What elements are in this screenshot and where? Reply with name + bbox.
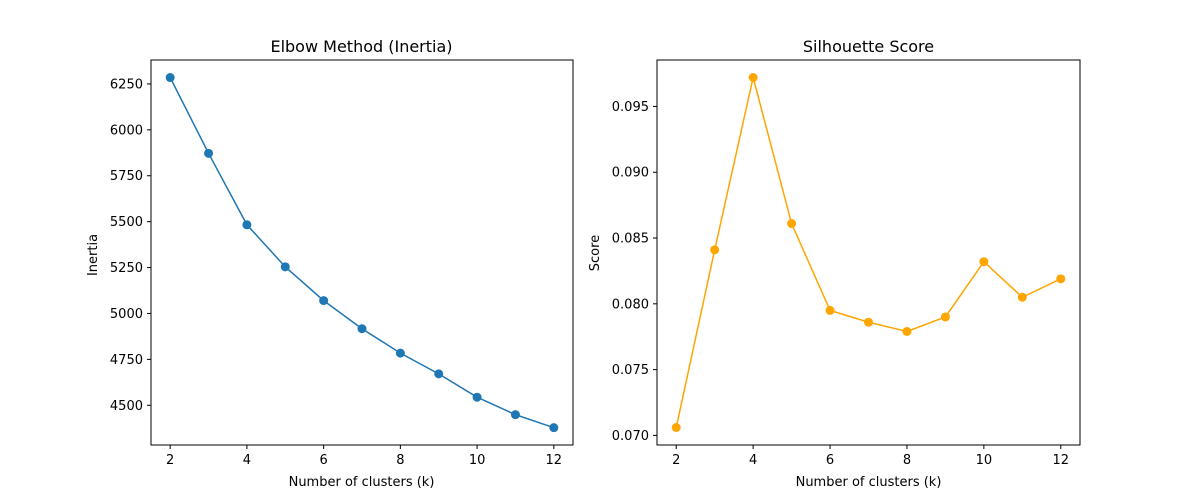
y-axis-label: Score (588, 235, 603, 271)
x-tick-label: 8 (903, 453, 911, 468)
silhouette-chart: Silhouette Score Number of clusters (k) … (588, 37, 1081, 490)
chart-title: Elbow Method (Inertia) (270, 37, 452, 56)
data-point (510, 410, 520, 420)
chart-title: Silhouette Score (803, 37, 934, 56)
data-point (319, 296, 329, 306)
data-point (787, 219, 797, 229)
data-point (472, 392, 482, 402)
data-point (395, 348, 405, 358)
x-tick-label: 4 (243, 453, 251, 468)
series-line (169, 77, 555, 429)
data-point (979, 257, 989, 267)
y-tick-label: 5000 (110, 307, 143, 322)
y-ticks: 0.070 0.075 0.080 0.085 0.090 0.095 (612, 100, 657, 444)
data-point (280, 262, 290, 272)
axes-frame (656, 59, 1081, 446)
axes-frame (150, 59, 574, 446)
plot-area (165, 73, 559, 433)
x-ticks: 2 4 6 8 10 12 (672, 445, 1069, 468)
y-axis-label: Inertia (86, 234, 101, 276)
x-axis-label: Number of clusters (k) (796, 475, 942, 490)
x-tick-label: 4 (749, 453, 757, 468)
y-tick-label: 4750 (110, 353, 143, 368)
data-point (357, 324, 367, 334)
y-tick-label: 5250 (110, 261, 143, 276)
y-tick-label: 0.075 (612, 363, 649, 378)
y-ticks: 4500 4750 5000 5250 5500 5750 6000 6250 (110, 77, 151, 414)
data-point (1056, 274, 1066, 284)
x-tick-label: 2 (166, 453, 174, 468)
y-tick-label: 5500 (110, 215, 143, 230)
data-point (242, 220, 252, 230)
data-point (204, 148, 214, 158)
x-tick-label: 2 (672, 453, 680, 468)
x-tick-label: 8 (396, 453, 404, 468)
y-tick-label: 0.085 (612, 232, 649, 247)
data-point (902, 326, 912, 336)
data-point (165, 73, 175, 83)
x-tick-label: 6 (826, 453, 834, 468)
data-point (864, 317, 873, 327)
x-tick-label: 12 (1052, 453, 1069, 468)
y-tick-label: 6250 (110, 77, 143, 92)
plot-area (671, 73, 1066, 432)
y-tick-label: 0.095 (612, 100, 649, 115)
elbow-chart: Elbow Method (Inertia) Number of cluster… (86, 37, 574, 490)
x-tick-label: 12 (546, 453, 563, 468)
y-tick-label: 5750 (110, 169, 143, 184)
y-tick-label: 0.070 (612, 429, 649, 444)
y-tick-label: 4500 (110, 399, 143, 414)
data-point (549, 423, 559, 433)
y-tick-label: 0.080 (612, 297, 649, 312)
data-point (671, 423, 681, 432)
x-ticks: 2 4 6 8 10 12 (166, 445, 562, 468)
data-point (748, 73, 758, 82)
y-tick-label: 6000 (110, 123, 143, 138)
x-tick-label: 10 (976, 453, 993, 468)
y-tick-label: 0.090 (612, 166, 649, 181)
data-point (1017, 292, 1027, 302)
x-tick-label: 6 (319, 453, 327, 468)
data-point (940, 312, 950, 322)
data-point (434, 369, 444, 379)
series-line (675, 77, 1062, 428)
data-point (825, 305, 835, 315)
x-axis-label: Number of clusters (k) (289, 475, 435, 490)
data-point (710, 245, 720, 255)
x-tick-label: 10 (469, 453, 486, 468)
